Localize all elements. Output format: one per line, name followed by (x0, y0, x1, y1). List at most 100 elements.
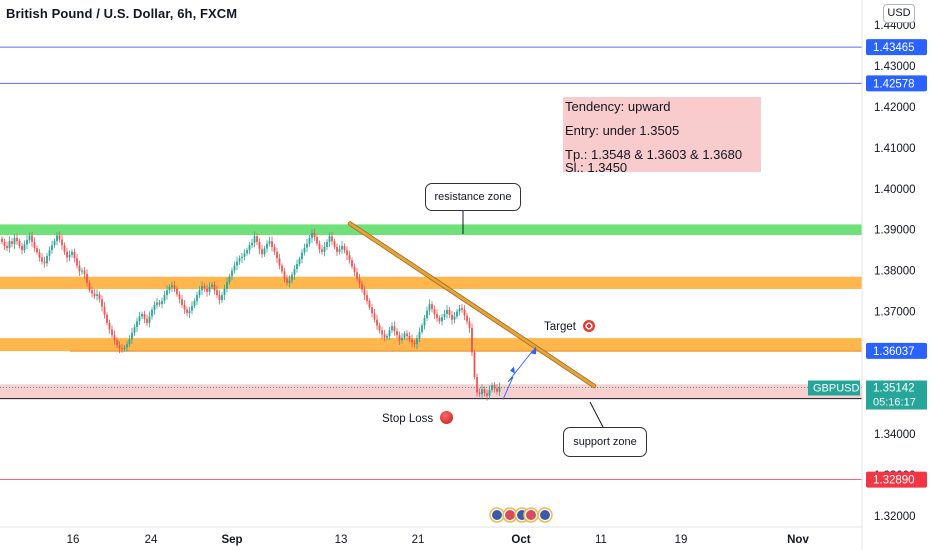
candle-body (448, 309, 451, 315)
candle-body (476, 376, 478, 393)
candle-body (48, 250, 51, 256)
countdown-text: 05:16:17 (873, 396, 916, 408)
candle-body (298, 259, 301, 265)
stop-loss-label: Stop Loss (382, 413, 434, 425)
last-price-badge (866, 380, 927, 410)
candle-body (431, 304, 433, 310)
x-tick-label: 16 (67, 534, 80, 546)
zone-support (0, 384, 862, 399)
zone-orange_mid (0, 338, 862, 352)
candle-body (226, 282, 228, 289)
candle-body (53, 241, 56, 246)
candle-body (383, 334, 386, 338)
candle-body (451, 314, 453, 320)
candle-body (421, 325, 423, 332)
candle-body (406, 333, 408, 337)
candle-body (411, 339, 413, 343)
x-tick-label: 24 (145, 534, 158, 546)
candle-body (186, 309, 188, 314)
x-tick-label: Sep (221, 534, 242, 546)
candle-body (468, 321, 471, 328)
candle-body (131, 332, 133, 340)
x-tick-label: 13 (335, 534, 348, 546)
candle-body (408, 336, 411, 340)
candle-body (491, 385, 493, 391)
candle-body (311, 232, 313, 238)
event-flag-icon (502, 507, 518, 523)
candle-body (136, 321, 138, 328)
candle-body (453, 316, 456, 320)
event-flag-icon (537, 507, 553, 523)
y-tick-label: 1.42000 (874, 102, 916, 114)
candle-body (153, 304, 156, 310)
candle-body (28, 235, 31, 240)
candle-body (66, 251, 68, 258)
candle-body (473, 352, 476, 377)
candle-body (366, 295, 368, 301)
candle-body (118, 345, 121, 349)
candle-body (488, 390, 491, 396)
candle-body (158, 302, 161, 305)
x-tick-label: Nov (787, 534, 809, 546)
candle-body (26, 239, 28, 245)
candle-body (58, 235, 61, 240)
candle-body (398, 335, 401, 341)
projection-arrowhead-1 (510, 366, 515, 374)
candle-body (286, 278, 288, 283)
chart-title: British Pound / U.S. Dollar, 6h, FXCM (6, 6, 238, 21)
candle-body (76, 258, 78, 266)
price-badge (866, 471, 927, 488)
candle-body (138, 316, 141, 322)
candle-body (111, 329, 113, 336)
candle-body (6, 246, 8, 249)
candle-body (68, 255, 71, 258)
resistance-zone-callout: resistance zone (425, 183, 521, 211)
target-icon (583, 320, 596, 332)
candle-body (336, 246, 338, 252)
candle-body (191, 305, 193, 311)
projection-path (502, 350, 534, 400)
candle-body (166, 290, 168, 296)
candle-body (101, 299, 103, 307)
candle-body (116, 340, 118, 346)
candle-body (313, 232, 316, 238)
candle-body (16, 237, 18, 242)
currency-button[interactable]: USD (883, 4, 915, 23)
candle-body (238, 258, 241, 262)
candle-body (438, 318, 441, 322)
price-axis-bg (862, 0, 932, 550)
x-tick-label: 21 (412, 534, 425, 546)
candle-body (426, 310, 428, 319)
candle-body (306, 243, 308, 248)
stop-loss-annotation: Stop Loss (382, 411, 454, 425)
price-badge (866, 342, 927, 359)
candle-body (381, 330, 383, 335)
candle-body (196, 295, 198, 301)
candle-body (243, 253, 246, 257)
candle-body (206, 288, 208, 292)
candle-body (493, 385, 496, 389)
candle-body (273, 246, 276, 252)
y-tick-label: 1.32000 (874, 511, 916, 523)
candle-body (141, 313, 143, 317)
x-tick-label: 19 (675, 534, 688, 546)
y-tick-label: 1.37000 (874, 307, 916, 319)
candle-body (291, 274, 293, 281)
candle-body (388, 330, 391, 337)
candle-body (283, 271, 286, 279)
candle-body (156, 302, 158, 305)
candle-body (103, 306, 106, 315)
candle-body (303, 247, 306, 253)
candle-body (61, 239, 63, 246)
candle-body (461, 308, 463, 310)
candle-body (208, 286, 211, 292)
candle-body (443, 313, 446, 318)
candle-body (428, 304, 431, 311)
candle-body (81, 270, 83, 272)
candle-body (441, 317, 443, 322)
candle-body (151, 309, 153, 317)
candle-body (391, 326, 393, 331)
candle-body (23, 244, 26, 251)
candle-body (293, 268, 296, 275)
